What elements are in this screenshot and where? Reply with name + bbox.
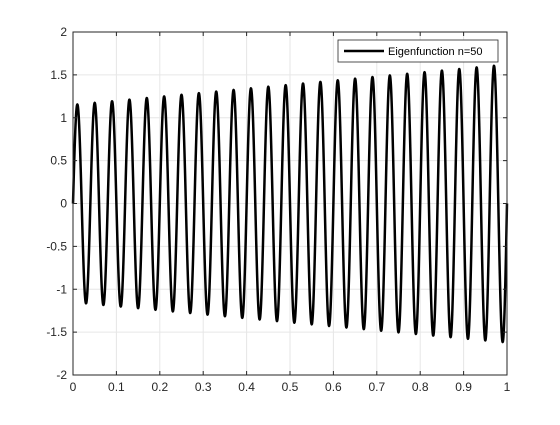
x-tick-label: 0.2 (151, 380, 168, 394)
legend-label: Eigenfunction n=50 (388, 46, 483, 58)
y-tick-label: 1.5 (50, 68, 67, 82)
legend-box (337, 39, 499, 63)
y-tick-labels: -2 -1.5 -1 -0.5 0 0.5 1 1.5 2 (46, 25, 67, 382)
y-tick-label: 2 (60, 25, 67, 39)
y-tick-label: -2 (56, 368, 67, 382)
x-tick-label: 0.7 (368, 380, 385, 394)
x-tick-labels: 0 0.1 0.2 0.3 0.4 0.5 0.6 0.7 0.8 0.9 1 (70, 380, 511, 394)
series-layer (71, 64, 509, 344)
y-tick-label: 1 (60, 111, 67, 125)
x-tick-label: 1 (504, 380, 511, 394)
tick-marks (72, 31, 508, 376)
x-tick-label: 0.1 (108, 380, 125, 394)
x-tick-label: 0.5 (282, 380, 299, 394)
x-tick-label: 0.6 (325, 380, 342, 394)
x-tick-label: 0 (70, 380, 77, 394)
x-tick-label: 0.3 (195, 380, 212, 394)
y-tick-label: 0.5 (50, 154, 67, 168)
x-tick-label: 0.4 (238, 380, 255, 394)
y-tick-label: -1 (56, 282, 67, 296)
y-tick-label: 0 (60, 197, 67, 211)
y-tick-label: -1.5 (46, 325, 67, 339)
series-line-eigenfunction (71, 64, 509, 344)
x-tick-label: 0.9 (455, 380, 472, 394)
x-tick-label: 0.8 (412, 380, 429, 394)
legend: Eigenfunction n=50 (337, 39, 499, 63)
y-tick-label: -0.5 (46, 239, 67, 253)
